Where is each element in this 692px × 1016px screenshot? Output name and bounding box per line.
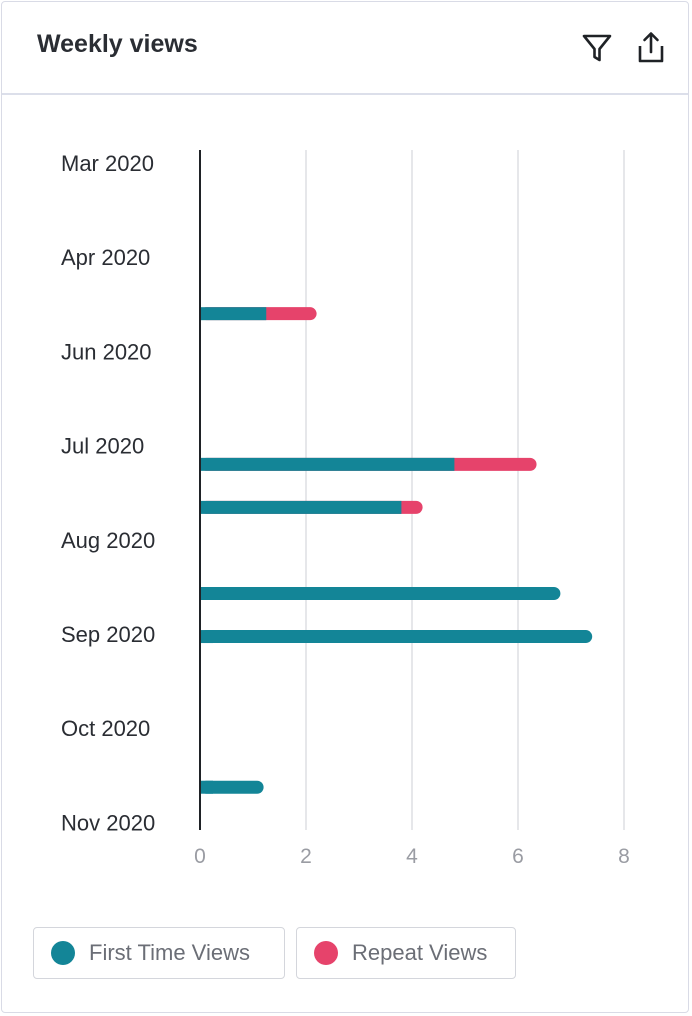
x-tick-label: 4	[406, 845, 418, 868]
bar-first-time-views	[200, 630, 593, 644]
y-tick-label: Aug 2020	[61, 528, 155, 553]
x-tick-label: 2	[300, 845, 312, 868]
bar-first-time-views	[200, 587, 213, 600]
y-tick-label: Jul 2020	[61, 434, 144, 459]
x-tick-label: 6	[512, 845, 524, 868]
bar-first-time-views	[200, 500, 402, 514]
legend-dot-repeat	[314, 941, 338, 965]
y-tick-label: Mar 2020	[61, 151, 154, 176]
x-tick-label: 8	[618, 845, 630, 868]
y-tick-label: Nov 2020	[61, 810, 155, 835]
x-tick-label: 0	[194, 845, 206, 868]
y-tick-label: Sep 2020	[61, 622, 155, 647]
legend-item-first-time-views[interactable]: First Time Views	[33, 927, 285, 979]
legend-label: Repeat Views	[352, 940, 488, 965]
bar-first-time-views	[200, 630, 213, 644]
filter-icon[interactable]	[580, 30, 614, 66]
y-tick-label: Jun 2020	[61, 339, 152, 364]
bar-first-time-views	[200, 780, 213, 794]
card-header: Weekly views	[2, 2, 688, 95]
legend-item-repeat-views[interactable]: Repeat Views	[296, 927, 516, 979]
card-title: Weekly views	[37, 30, 198, 58]
bar-first-time-views	[200, 307, 267, 321]
legend-dot-first-time	[51, 941, 75, 965]
y-tick-label: Oct 2020	[61, 716, 150, 741]
share-upload-icon[interactable]	[634, 30, 668, 66]
bar-first-time-views	[200, 587, 561, 600]
y-tick-label: Apr 2020	[61, 245, 150, 270]
bar-first-time-views	[200, 780, 264, 794]
legend-label: First Time Views	[89, 940, 250, 965]
bar-first-time-views	[200, 457, 455, 471]
